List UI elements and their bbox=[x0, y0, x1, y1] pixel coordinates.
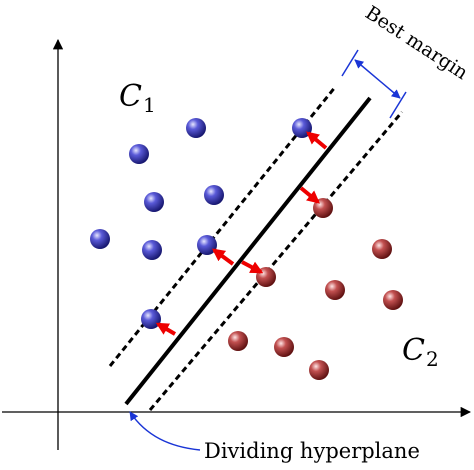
support-arrow bbox=[241, 260, 264, 274]
class1-point bbox=[144, 192, 164, 212]
class2-point bbox=[372, 239, 392, 259]
class2-point bbox=[274, 337, 294, 357]
class1-point bbox=[186, 118, 206, 138]
class2-point bbox=[325, 280, 345, 300]
class2-point bbox=[228, 331, 248, 351]
class2-point bbox=[309, 360, 329, 380]
hyperplane-pointer: Dividing hyperplane bbox=[129, 411, 420, 463]
hyperplane-label: Dividing hyperplane bbox=[204, 439, 420, 463]
lower-margin-line bbox=[148, 111, 404, 411]
margin-bracket: Best margin bbox=[341, 2, 472, 119]
support-arrow bbox=[211, 248, 235, 266]
margin-label: Best margin bbox=[361, 2, 472, 84]
axes bbox=[2, 38, 472, 450]
support-arrow bbox=[155, 322, 177, 336]
class1-point bbox=[204, 185, 224, 205]
class1-point bbox=[90, 229, 110, 249]
margin-double-arrow bbox=[354, 59, 401, 99]
support-arrow bbox=[306, 131, 328, 150]
support-arrow bbox=[299, 186, 320, 204]
class2-label: C2 bbox=[402, 333, 439, 371]
class2-points bbox=[228, 198, 403, 380]
hyperplane-pointer-arrow bbox=[129, 411, 201, 451]
margin-tick-right bbox=[389, 91, 407, 119]
dividing-hyperplane-line bbox=[124, 96, 372, 406]
separator-lines bbox=[108, 85, 404, 411]
class1-points bbox=[90, 118, 312, 329]
support-arrows bbox=[155, 131, 328, 336]
class1-point bbox=[129, 144, 149, 164]
margin-tick-left bbox=[341, 49, 359, 77]
class1-label: C1 bbox=[119, 79, 156, 117]
class2-point bbox=[383, 290, 403, 310]
class1-point bbox=[142, 240, 162, 260]
